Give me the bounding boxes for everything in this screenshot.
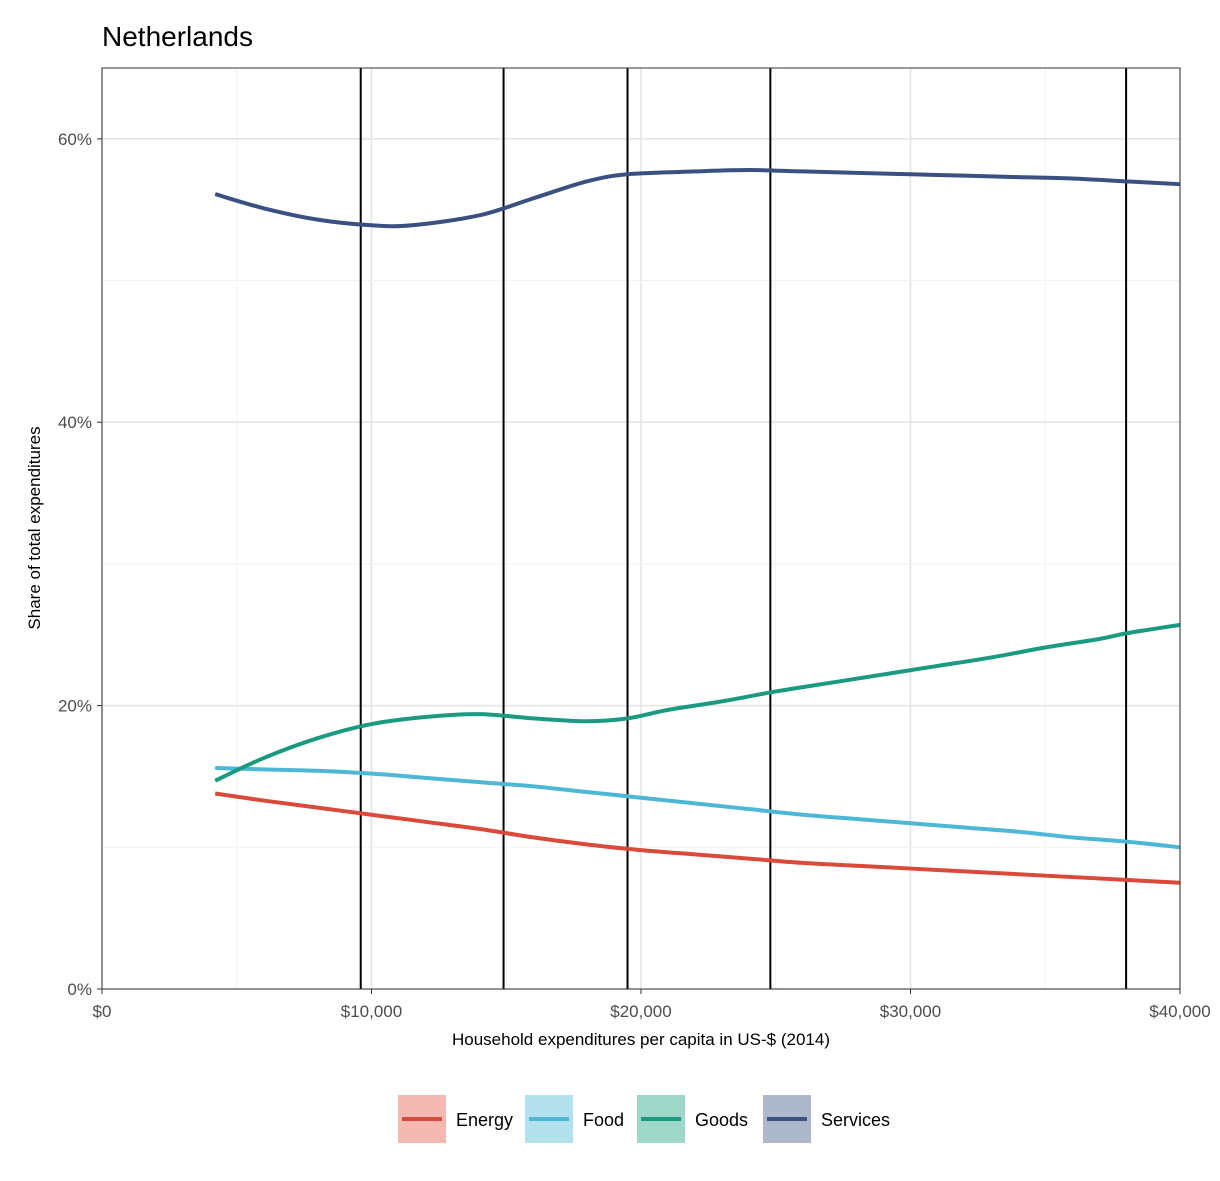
x-tick-label: $20,000 xyxy=(610,1002,671,1021)
legend-label: Food xyxy=(583,1110,624,1130)
chart-title: Netherlands xyxy=(102,21,253,52)
legend-label: Services xyxy=(821,1110,890,1130)
vertical-lines xyxy=(359,68,1128,989)
x-tick-label: $30,000 xyxy=(880,1002,941,1021)
x-axis-title: Household expenditures per capita in US-… xyxy=(452,1030,830,1049)
legend-label: Energy xyxy=(456,1110,513,1130)
legend-item-energy: Energy xyxy=(398,1095,513,1143)
y-tick-label: 60% xyxy=(58,130,92,149)
series-line-services xyxy=(214,168,1181,229)
x-tick-label: $40,000 xyxy=(1149,1002,1210,1021)
y-tick-label: 0% xyxy=(67,980,92,999)
x-axis: $0 $10,000 $20,000 $30,000 $40,000 xyxy=(93,989,1211,1021)
series-lines xyxy=(214,168,1181,885)
y-axis-title: Share of total expenditures xyxy=(25,426,44,629)
series-line-food xyxy=(215,765,1181,850)
y-axis: 0% 20% 40% 60% xyxy=(58,130,102,999)
grid xyxy=(101,68,1181,990)
legend-label: Goods xyxy=(695,1110,748,1130)
y-tick-label: 40% xyxy=(58,413,92,432)
x-tick-label: $0 xyxy=(93,1002,112,1021)
legend-item-services: Services xyxy=(763,1095,890,1143)
series-line-energy xyxy=(214,791,1181,885)
legend-item-food: Food xyxy=(525,1095,624,1143)
legend: Energy Food Goods Services xyxy=(398,1095,890,1143)
y-tick-label: 20% xyxy=(58,697,92,716)
legend-item-goods: Goods xyxy=(637,1095,748,1143)
x-tick-label: $10,000 xyxy=(341,1002,402,1021)
series-line-goods xyxy=(214,622,1181,783)
